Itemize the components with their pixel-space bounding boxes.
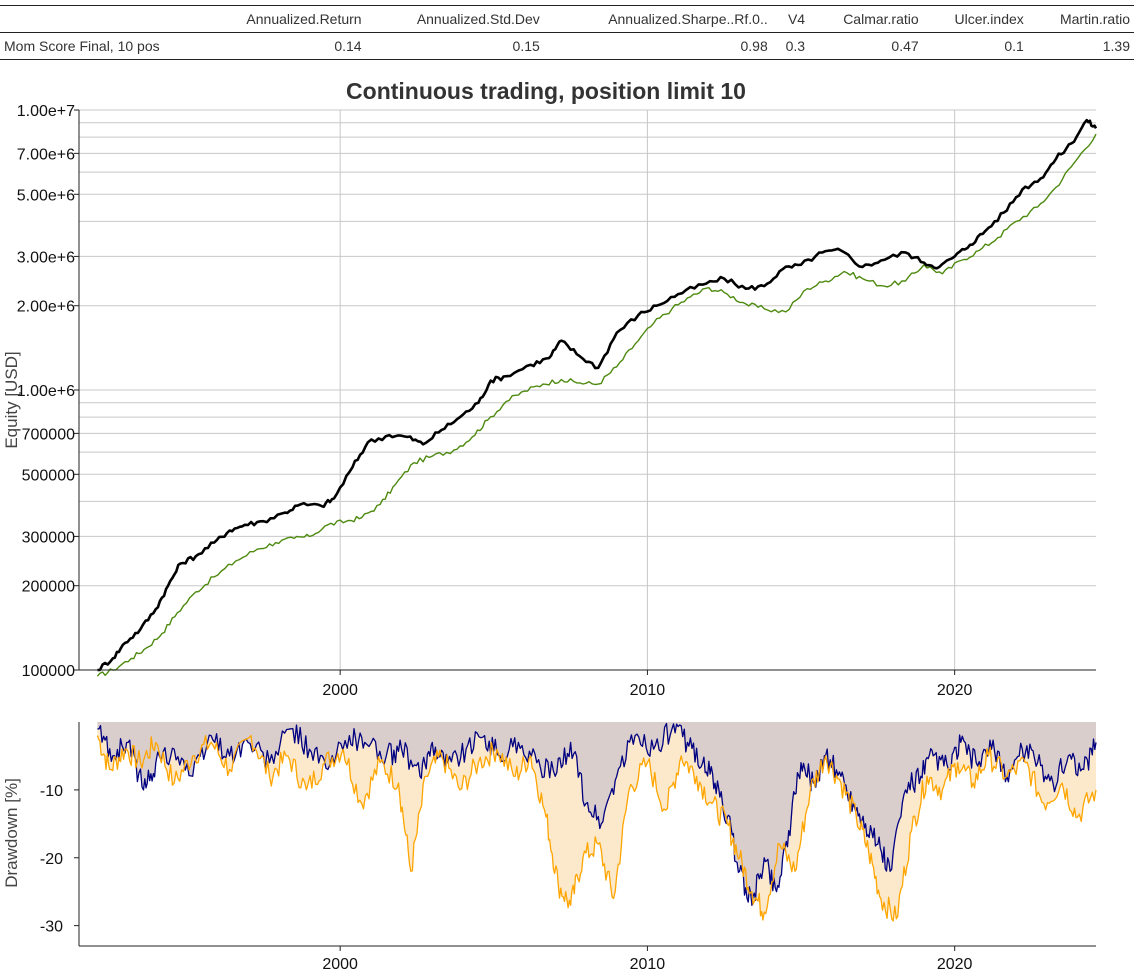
annualized-return-value: 0.14 <box>198 32 366 60</box>
performance-stats-table: Annualized.Return Annualized.Std.Dev Ann… <box>0 5 1134 60</box>
stats-header-annualized-return: Annualized.Return <box>198 5 366 33</box>
stats-header-v4: V4 <box>771 5 810 33</box>
equity-chart-grid <box>79 109 1096 671</box>
stats-header-annualized-std-dev: Annualized.Std.Dev <box>365 5 544 33</box>
equity-y-axis-label: Equity [USD] <box>2 351 21 448</box>
equity-y-tick-label: 2.00e+6 <box>17 299 75 316</box>
annualized-sharpe-value: 0.98 <box>543 32 772 60</box>
equity-chart-axes: 100000 200000 300000 500000 700000 1.00e+6 2.0… <box>17 103 1096 699</box>
drawdown-series-line <box>96 734 1097 922</box>
equity-series-line <box>96 133 1097 677</box>
stats-header-martin-ratio: Martin.ratio <box>1027 5 1134 33</box>
equity-x-tick-label: 2020 <box>937 682 973 699</box>
drawdown-y-axis-label: Drawdown [%] <box>2 778 21 888</box>
martin-ratio-value: 1.39 <box>1027 32 1134 60</box>
calmar-ratio-value: 0.47 <box>809 32 923 60</box>
stats-header-rowname <box>0 5 198 33</box>
equity-x-tick-label: 2000 <box>322 682 358 699</box>
equity-chart-series <box>96 118 1098 677</box>
annualized-std-dev-value: 0.15 <box>365 32 544 60</box>
equity-series-line <box>97 118 1098 672</box>
equity-y-tick-label: 500000 <box>22 467 75 484</box>
stats-header-calmar-ratio: Calmar.ratio <box>809 5 923 33</box>
equity-y-tick-label: 1.00e+7 <box>17 103 75 120</box>
drawdown-y-tick-label: -30 <box>40 919 63 936</box>
equity-chart-title: Continuous trading, position limit 10 <box>346 78 746 104</box>
table-row: Mom Score Final, 10 pos 0.14 0.15 0.98 0… <box>0 32 1134 60</box>
equity-y-tick-label: 3.00e+6 <box>17 249 75 266</box>
equity-y-tick-label: 7.00e+6 <box>17 146 75 163</box>
drawdown-x-tick-label: 2020 <box>937 956 973 973</box>
stats-header-annualized-sharpe: Annualized.Sharpe..Rf.0.. <box>543 5 772 33</box>
equity-y-tick-label: 5.00e+6 <box>17 187 75 204</box>
equity-y-tick-label: 700000 <box>22 426 75 443</box>
drawdown-chart-axes: -10 -20 -30 2000 2010 2020 <box>40 722 1096 973</box>
equity-y-tick-label: 300000 <box>22 529 75 546</box>
equity-y-tick-label: 1.00e+6 <box>17 383 75 400</box>
equity-x-tick-label: 2010 <box>630 682 666 699</box>
drawdown-chart-series <box>96 722 1097 922</box>
stats-header-ulcer-index: Ulcer.index <box>922 5 1028 33</box>
equity-y-tick-label: 200000 <box>22 579 75 596</box>
drawdown-y-tick-label: -10 <box>40 783 63 800</box>
strategy-name-cell: Mom Score Final, 10 pos <box>0 32 198 60</box>
stats-header-row: Annualized.Return Annualized.Std.Dev Ann… <box>0 5 1134 33</box>
v4-value: 0.3 <box>771 32 810 60</box>
drawdown-series-line <box>97 722 1097 906</box>
drawdown-y-tick-label: -20 <box>40 851 63 868</box>
ulcer-index-value: 0.1 <box>922 32 1028 60</box>
equity-y-tick-label: 100000 <box>22 663 75 680</box>
drawdown-x-tick-label: 2010 <box>630 956 666 973</box>
drawdown-x-tick-label: 2000 <box>322 956 358 973</box>
